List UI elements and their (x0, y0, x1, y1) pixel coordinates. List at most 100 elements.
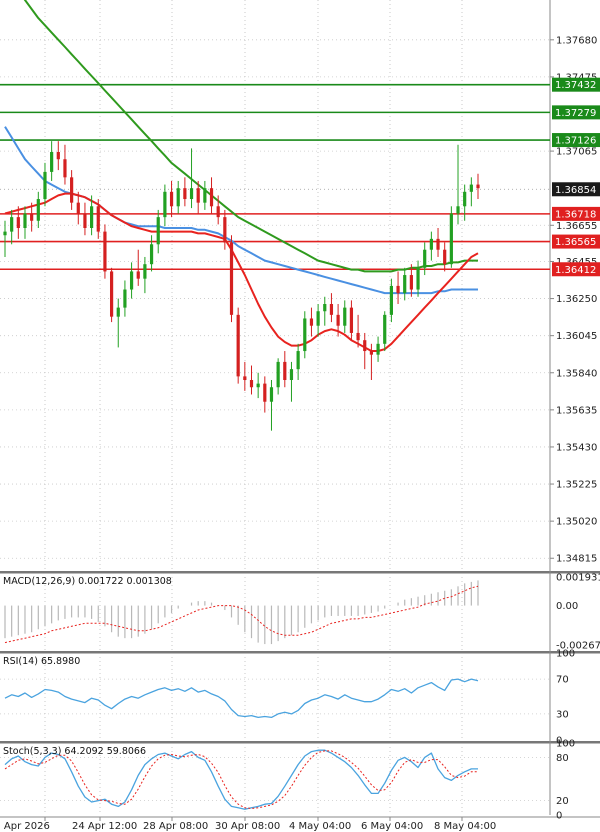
candle-bull (469, 184, 473, 192)
candle-bull (50, 152, 54, 172)
candle-bull (129, 271, 134, 290)
candle-bull (116, 307, 120, 317)
candle-bear (70, 177, 74, 203)
price-tick-label: 1.34815 (556, 554, 597, 565)
candle-bull (416, 267, 420, 290)
candle-bear (196, 188, 200, 203)
candle-bear (216, 206, 220, 218)
candle-bear (283, 361, 287, 380)
level-tag (552, 77, 600, 92)
candle-bear (263, 383, 267, 402)
price-panel[interactable] (0, 0, 550, 431)
candle-bull (303, 318, 307, 352)
candle-bull (3, 231, 7, 236)
candle-bull (123, 289, 127, 308)
candle-bear (369, 351, 374, 355)
candle-bear (436, 238, 440, 250)
candle-bull (289, 369, 294, 380)
level-tag-label: 1.37279 (555, 108, 596, 119)
candle-bear (336, 314, 340, 326)
candle-bull (456, 206, 460, 214)
ma-green-line (23, 0, 478, 273)
time-tick-label: 28 Apr 08:00 (143, 821, 208, 832)
level-tag-label: 1.36412 (555, 265, 596, 276)
time-tick-label: 4 May 04:00 (289, 821, 351, 832)
stoch-tick-label: 0 (556, 811, 562, 822)
candle-bull (163, 191, 167, 218)
candle-bull (389, 285, 393, 315)
macd-tick-label: 0.001931 (556, 572, 600, 583)
macd-tick-label: -0.002676 (556, 641, 600, 652)
candle-bear (76, 202, 80, 214)
price-tick-label: 1.35225 (556, 480, 597, 491)
rsi-label: RSI(14) 65.8980 (3, 656, 80, 667)
stoch-tick-label: 100 (556, 739, 575, 750)
panel-separator (0, 741, 600, 744)
time-tick-label: 22 Apr 2026 (0, 821, 50, 832)
current-price-label: 1.36854 (555, 185, 596, 196)
rsi-tick-label: 70 (556, 675, 569, 686)
candle-bull (343, 307, 347, 326)
candle-bull (10, 217, 14, 232)
candle-bull (156, 217, 160, 245)
candle-bear (83, 213, 87, 228)
candle-bull (463, 191, 467, 207)
time-tick-label: 24 Apr 12:00 (72, 821, 137, 832)
candle-bull (276, 361, 280, 388)
panel-separator (0, 571, 600, 574)
candle-bull (189, 188, 194, 200)
candle-bear (103, 231, 107, 272)
ma-red-line (4, 192, 479, 352)
candle-bear (396, 285, 400, 294)
candle-bull (323, 304, 327, 312)
candle-bear (236, 314, 240, 377)
stoch-panel[interactable] (4, 749, 478, 810)
level-tag (552, 133, 600, 148)
candle-bull (403, 275, 407, 294)
candle-bull (383, 314, 387, 344)
macd-signal-line (4, 585, 479, 644)
stoch-label: Stoch(5,3,3) 64.2092 59.8066 (3, 746, 146, 757)
level-tag-label: 1.37126 (555, 136, 596, 147)
candle-bear (109, 271, 114, 317)
candle-bull (316, 311, 320, 326)
stoch-tick-label: 80 (556, 753, 569, 764)
level-tag (552, 234, 600, 249)
candle-bear (136, 271, 140, 279)
price-tick-label: 1.36655 (556, 221, 597, 232)
candle-bear (96, 206, 100, 232)
candle-bull (203, 188, 207, 203)
price-tick-label: 1.36045 (556, 331, 597, 342)
time-axis: 22 Apr 2026 24 Apr 12:00 28 Apr 08:00 30 Ap… (0, 817, 496, 832)
candle-bear (349, 307, 354, 333)
rsi-tick-label: 100 (556, 649, 575, 660)
macd-label: MACD(12,26,9) 0.001722 0.001308 (3, 576, 172, 587)
candle-bull (423, 249, 427, 268)
candle-bear (329, 304, 334, 315)
level-tag (552, 206, 600, 221)
stoch-d-line (4, 750, 478, 809)
price-tick-label: 1.36250 (556, 294, 597, 305)
macd-panel[interactable] (4, 580, 479, 645)
candle-bull (256, 383, 260, 388)
candle-bear (356, 332, 360, 341)
candle-bear (16, 217, 20, 228)
candle-bull (449, 213, 453, 265)
candle-bear (229, 242, 234, 315)
candle-bear (63, 159, 67, 178)
stoch-tick-label: 20 (556, 796, 569, 807)
candle-bear (363, 340, 367, 352)
level-tag-label: 1.36565 (555, 237, 596, 248)
price-tick-label: 1.35020 (556, 517, 597, 528)
rsi-line (4, 678, 479, 719)
current-price-tag (552, 182, 600, 197)
price-tick-label: 1.37680 (556, 35, 597, 46)
rsi-panel[interactable] (4, 678, 479, 719)
candle-bull (269, 387, 274, 402)
candle-bear (223, 217, 227, 243)
candle-bull (149, 244, 154, 265)
candle-bear (30, 213, 34, 221)
candle-bull (36, 199, 40, 221)
